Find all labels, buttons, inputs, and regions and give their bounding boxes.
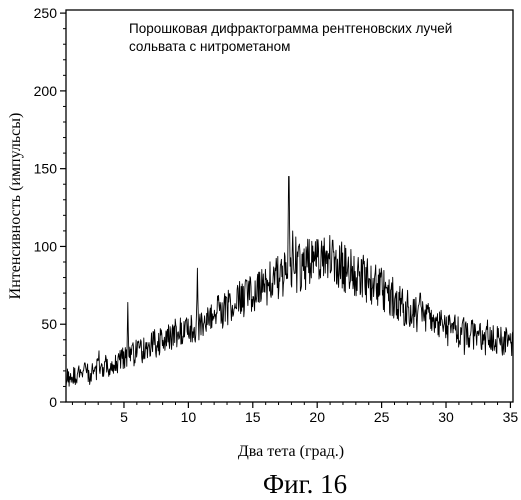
- x-axis-ticks: 5 10 15 20 25 30 35: [71, 402, 519, 425]
- y-tick-label: 200: [34, 83, 58, 99]
- x-tick-label: 30: [438, 409, 454, 425]
- figure-label: Фиг. 16: [263, 469, 347, 499]
- y-tick-label: 0: [49, 394, 57, 410]
- chart-title-line-2: сольвата с нитрометаном: [129, 39, 290, 54]
- y-axis-title: Интенсивность (импульсы): [7, 113, 24, 300]
- y-tick-label: 100: [34, 238, 58, 254]
- x-tick-label: 10: [181, 409, 197, 425]
- y-axis-ticks: 0 50 100 150 200 250: [34, 5, 66, 410]
- x-tick-label: 25: [374, 409, 390, 425]
- x-tick-label: 35: [503, 409, 519, 425]
- plot-area: [65, 175, 514, 387]
- y-tick-label: 150: [34, 161, 58, 177]
- y-tick-label: 250: [34, 5, 58, 21]
- plot-frame: [65, 9, 514, 403]
- x-axis-title: Два тета (град.): [238, 443, 344, 460]
- diffraction-trace: [65, 175, 514, 387]
- y-tick-label: 50: [41, 316, 57, 332]
- chart-title-line-1: Порошковая дифрактограмма рентгеновских …: [129, 21, 452, 36]
- x-tick-label: 5: [120, 409, 128, 425]
- x-tick-label: 20: [309, 409, 325, 425]
- x-tick-label: 15: [245, 409, 261, 425]
